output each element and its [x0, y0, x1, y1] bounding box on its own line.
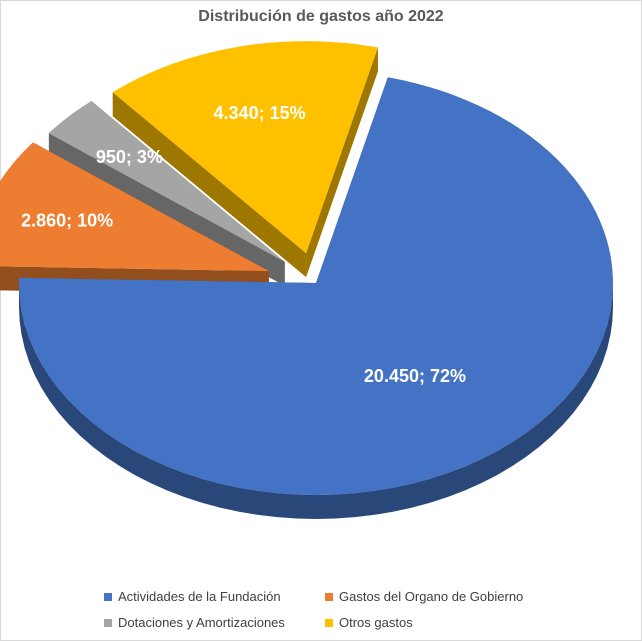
data-label-otros: 4.340; 15% — [214, 103, 306, 123]
pie-slice-top-dotaciones — [48, 101, 285, 262]
legend-swatch-actividades — [104, 592, 112, 601]
pie-slice-side-otros-0 — [112, 92, 307, 278]
chart-title: Distribución de gastos año 2022 — [198, 8, 444, 25]
legend-swatch-otros — [325, 618, 333, 627]
legend-label-otros: Otros gastos — [339, 615, 413, 630]
pie-slice-actividades — [18, 77, 613, 519]
legend-swatch-organo-gobierno — [325, 592, 333, 601]
pie-slice-top-otros — [112, 41, 378, 254]
pie-slice-side-otros-1 — [306, 47, 378, 278]
legend-item-organo-gobierno: Gastos del Organo de Gobierno — [325, 589, 523, 604]
legend-swatch-dotaciones — [104, 618, 112, 627]
data-label-dotaciones: 950; 3% — [96, 147, 163, 167]
pie-slice-top-actividades — [18, 77, 613, 495]
pie-slice-top-organo-gobierno — [0, 142, 269, 272]
legend-item-dotaciones: Dotaciones y Amortizaciones — [104, 615, 285, 630]
legend-label-organo-gobierno: Gastos del Organo de Gobierno — [339, 589, 524, 604]
legend-item-otros: Otros gastos — [325, 615, 413, 630]
data-label-actividades: 20.450; 72% — [364, 366, 466, 386]
legend-item-actividades: Actividades de la Fundación — [104, 589, 281, 604]
data-label-organo-gobierno: 2.860; 10% — [21, 210, 113, 230]
legend-label-dotaciones: Dotaciones y Amortizaciones — [118, 615, 285, 630]
pie-slice-otros — [112, 41, 378, 278]
legend-label-actividades: Actividades de la Fundación — [118, 589, 281, 604]
